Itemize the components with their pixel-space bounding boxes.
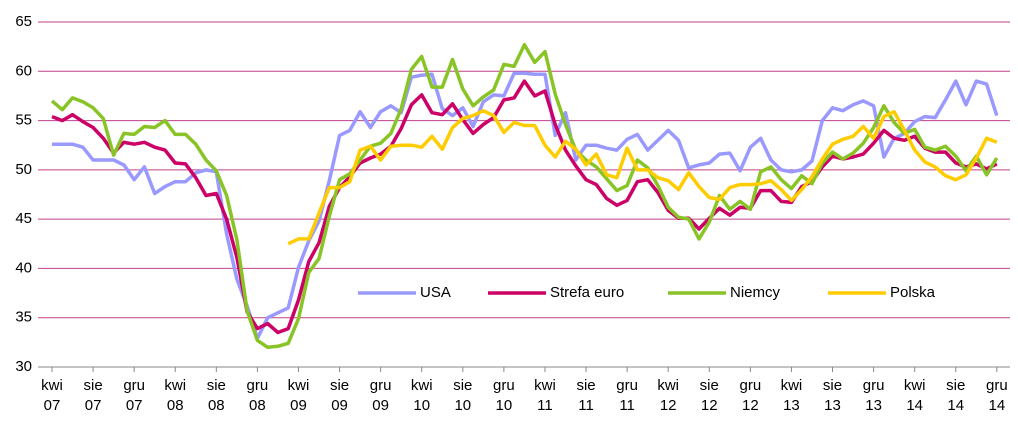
y-tick-label: 50 [15,161,32,178]
x-tick-label: gru 10 [493,377,515,414]
y-tick-label: 55 [15,112,32,129]
x-tick-label: gru 08 [246,377,269,414]
x-tick-label: sie 13 [822,377,843,414]
series-line [52,71,999,341]
x-tick-label: gru 11 [616,377,638,414]
x-tick-label: kwi 09 [287,377,310,414]
legend: USA Strefa euro Niemcy Polska [352,280,962,306]
y-tick-label: 35 [15,309,32,326]
x-tick-label: gru 13 [862,377,885,414]
x-tick-label: gru 07 [123,377,145,414]
x-tick-label: kwi 13 [780,377,803,414]
x-tick-label: sie 09 [329,377,350,414]
x-tick-label: gru 12 [739,377,762,414]
x-tick-label: sie 08 [206,377,226,414]
y-tick-label: 65 [15,13,32,30]
x-tick-label: sie 07 [83,377,103,414]
x-tick-label: kwi 07 [41,377,63,414]
y-tick-label: 60 [15,62,32,79]
y-tick-label: 40 [15,259,32,276]
y-tick-label: 30 [15,358,32,375]
x-tick-label: kwi 10 [410,377,433,414]
legend-label: Strefa euro [550,284,624,301]
x-tick-label: kwi 08 [164,377,187,414]
y-tick-label: 45 [15,210,32,227]
x-tick-label: gru 09 [369,377,392,414]
x-tick-label: sie 11 [576,377,596,414]
x-tick-label: kwi 14 [903,377,926,414]
x-tick-label: sie 14 [946,377,966,414]
legend-label: Niemcy [730,284,781,301]
legend-label: Polska [890,284,936,301]
series-line [287,108,998,246]
x-tick-label: sie 12 [699,377,719,414]
series-line [50,42,999,350]
x-tick-label: gru 14 [985,377,1008,414]
x-tick-label: sie 10 [453,377,473,414]
x-tick-label: kwi 12 [657,377,680,414]
legend-label: USA [420,284,451,301]
x-tick-label: kwi 11 [534,377,556,414]
